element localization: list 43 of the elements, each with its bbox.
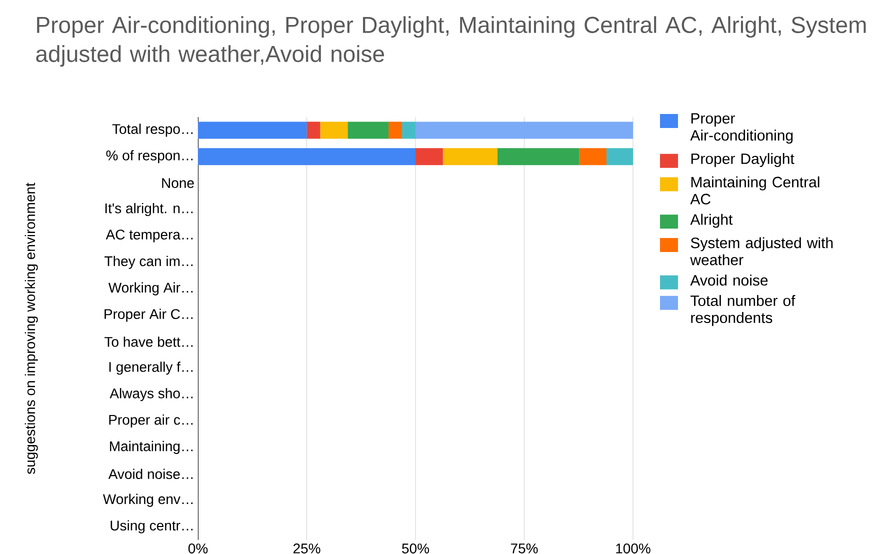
legend-label: Maintaining Central AC xyxy=(690,176,820,204)
legend-label: Total number of respondents xyxy=(690,295,796,326)
x-tick-label: 0% xyxy=(188,544,208,554)
y-tick-label: Total respo… xyxy=(112,124,193,137)
y-tick-label: AC tempera… xyxy=(106,230,193,242)
bar xyxy=(606,148,633,166)
bar xyxy=(416,122,633,139)
x-tick-label: 50% xyxy=(402,544,430,554)
y-tick-label: Avoid noise… xyxy=(108,468,193,480)
y-tick-label: Proper Air C… xyxy=(104,308,193,322)
bar xyxy=(198,148,416,166)
y-tick-label: They can im… xyxy=(104,256,193,269)
x-tick-label: 75% xyxy=(510,544,538,554)
legend-label: Avoid noise xyxy=(690,274,768,286)
legend-label: Alright xyxy=(690,214,733,228)
y-tick-label: Working Air… xyxy=(108,282,193,296)
bar xyxy=(306,122,320,139)
legend-label: System adjusted with weather xyxy=(690,237,833,266)
bar xyxy=(388,122,402,139)
y-tick-label: It's alright. n… xyxy=(105,203,193,216)
bar xyxy=(416,148,443,166)
y-tick-label: I generally f… xyxy=(109,362,193,375)
x-tick-label: 100% xyxy=(616,544,650,554)
y-tick-label: % of respon… xyxy=(106,150,193,164)
bar xyxy=(442,148,498,166)
y-tick-label: None xyxy=(162,178,194,188)
bar xyxy=(497,148,580,166)
bar xyxy=(320,122,348,139)
y-tick-label: Using centr… xyxy=(110,520,193,534)
bar xyxy=(348,122,389,139)
y-tick-label: To have bett… xyxy=(104,336,193,347)
chart-title: Proper Air-conditioning, Proper Daylight, Maintaining Central AC, Alright, System adjusted with weather,Avoid noise xyxy=(36,16,866,67)
bar xyxy=(198,122,307,139)
legend-label: Proper Air-conditioning xyxy=(690,113,793,144)
legend-label: Proper Daylight xyxy=(691,153,794,167)
y-tick-label: Always sho… xyxy=(110,388,193,402)
y-tick-label: Proper air c… xyxy=(109,414,193,428)
y-axis-title: suggestions on improving working environment xyxy=(24,182,38,474)
bar xyxy=(579,148,606,166)
y-tick-label: Working env… xyxy=(102,494,193,507)
y-tick-label: Maintaining… xyxy=(110,440,193,454)
bar xyxy=(402,122,416,139)
x-tick-label: 25% xyxy=(293,544,320,554)
